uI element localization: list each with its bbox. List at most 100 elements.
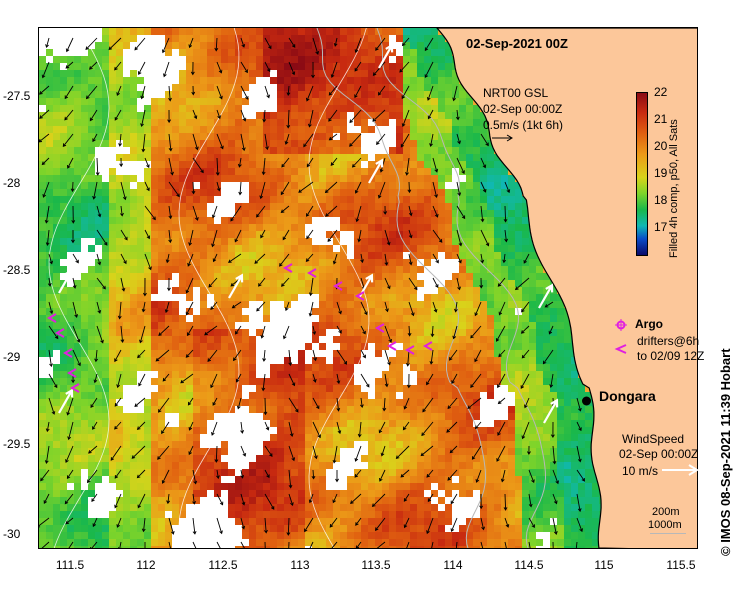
sst-cells <box>312 56 319 63</box>
current-vector <box>216 181 221 192</box>
current-vector <box>187 325 194 337</box>
sst-cells <box>431 112 438 119</box>
current-vector <box>496 445 506 462</box>
lat-tick: -27.5 <box>3 89 31 103</box>
current-vector <box>163 61 170 78</box>
current-vector <box>421 421 434 437</box>
sst-cells <box>256 462 263 469</box>
current-vector <box>403 517 410 529</box>
current-vector <box>311 469 316 480</box>
sst-cells <box>137 133 144 140</box>
current-vector <box>65 445 74 463</box>
current-vector <box>402 421 410 431</box>
sst-cells <box>284 357 291 364</box>
current-vector <box>260 229 266 239</box>
current-vector <box>282 325 290 340</box>
sst-cells <box>116 49 515 539</box>
sst-cells <box>571 441 578 448</box>
wind-legend-line2: 02-Sep 00:00Z <box>619 447 699 461</box>
current-vector <box>446 421 458 433</box>
current-vector <box>157 445 170 460</box>
current-vector <box>288 469 293 489</box>
current-vector <box>117 301 122 320</box>
current-vector <box>256 301 266 312</box>
current-vector <box>39 517 50 528</box>
current-vector <box>288 37 296 48</box>
current-vector <box>263 397 268 416</box>
sst-cells <box>487 203 529 224</box>
current-vector <box>378 421 386 434</box>
sst-cells <box>284 49 305 56</box>
current-vector <box>330 157 338 166</box>
current-vector <box>312 421 321 439</box>
current-vector <box>71 205 76 224</box>
current-vector <box>349 109 362 124</box>
current-vector <box>134 397 146 407</box>
current-vector <box>134 37 146 51</box>
lon-tick: 112.5 <box>208 558 238 572</box>
current-vector <box>424 61 434 78</box>
current-vector <box>286 517 291 536</box>
sst-cells <box>207 28 473 548</box>
current-vector <box>375 37 386 51</box>
current-vector <box>406 373 411 389</box>
current-vector <box>456 229 463 247</box>
current-vector <box>474 421 482 430</box>
current-vector <box>141 517 146 533</box>
current-vector <box>336 301 342 315</box>
sst-cells <box>298 28 305 35</box>
current-vector <box>552 469 559 485</box>
current-vector <box>426 469 434 478</box>
sst-cells <box>305 42 312 49</box>
sst-cells <box>571 371 578 378</box>
current-vector <box>384 349 391 366</box>
map-panel <box>38 27 698 549</box>
current-vector <box>399 61 410 73</box>
current-vector <box>309 541 314 548</box>
current-vector <box>470 373 482 388</box>
current-vector <box>305 85 314 102</box>
current-vector <box>288 493 294 507</box>
colorbar-tick: 20 <box>654 139 668 153</box>
current-vector <box>48 301 54 315</box>
sst-cells <box>158 49 494 511</box>
current-vector <box>520 325 530 334</box>
sst-cells <box>501 175 508 182</box>
current-vector <box>62 133 74 147</box>
sst-cells <box>74 378 81 385</box>
current-vector <box>403 493 410 502</box>
current-vector <box>236 397 242 410</box>
current-vector <box>332 445 338 464</box>
current-vector <box>480 541 484 548</box>
current-vector <box>504 229 509 243</box>
lon-tick: 114.5 <box>514 558 544 572</box>
current-vector <box>327 229 338 242</box>
current-vector <box>120 229 128 241</box>
current-vector <box>576 445 582 463</box>
current-vector <box>450 517 458 532</box>
current-vector <box>190 61 195 76</box>
current-vector <box>72 349 81 367</box>
current-vector <box>114 469 122 479</box>
current-vector <box>336 373 341 385</box>
current-vector <box>95 157 100 176</box>
current-vector <box>284 301 290 312</box>
lon-tick: 115.5 <box>666 558 696 572</box>
current-vector <box>264 445 273 458</box>
current-vector <box>216 541 221 548</box>
current-vector <box>85 37 98 51</box>
current-vector <box>47 277 52 287</box>
current-vector <box>192 517 197 535</box>
current-vector <box>65 517 74 525</box>
sst-cells <box>284 63 291 70</box>
current-vector <box>91 493 98 503</box>
current-vector <box>211 205 218 219</box>
current-vector <box>471 445 482 460</box>
current-vector <box>354 181 362 194</box>
current-vector <box>500 469 506 483</box>
sst-cells <box>480 154 585 490</box>
current-vector <box>455 541 458 548</box>
current-vector <box>528 493 533 508</box>
lat-tick: -30 <box>3 527 21 541</box>
current-vector <box>41 61 50 79</box>
